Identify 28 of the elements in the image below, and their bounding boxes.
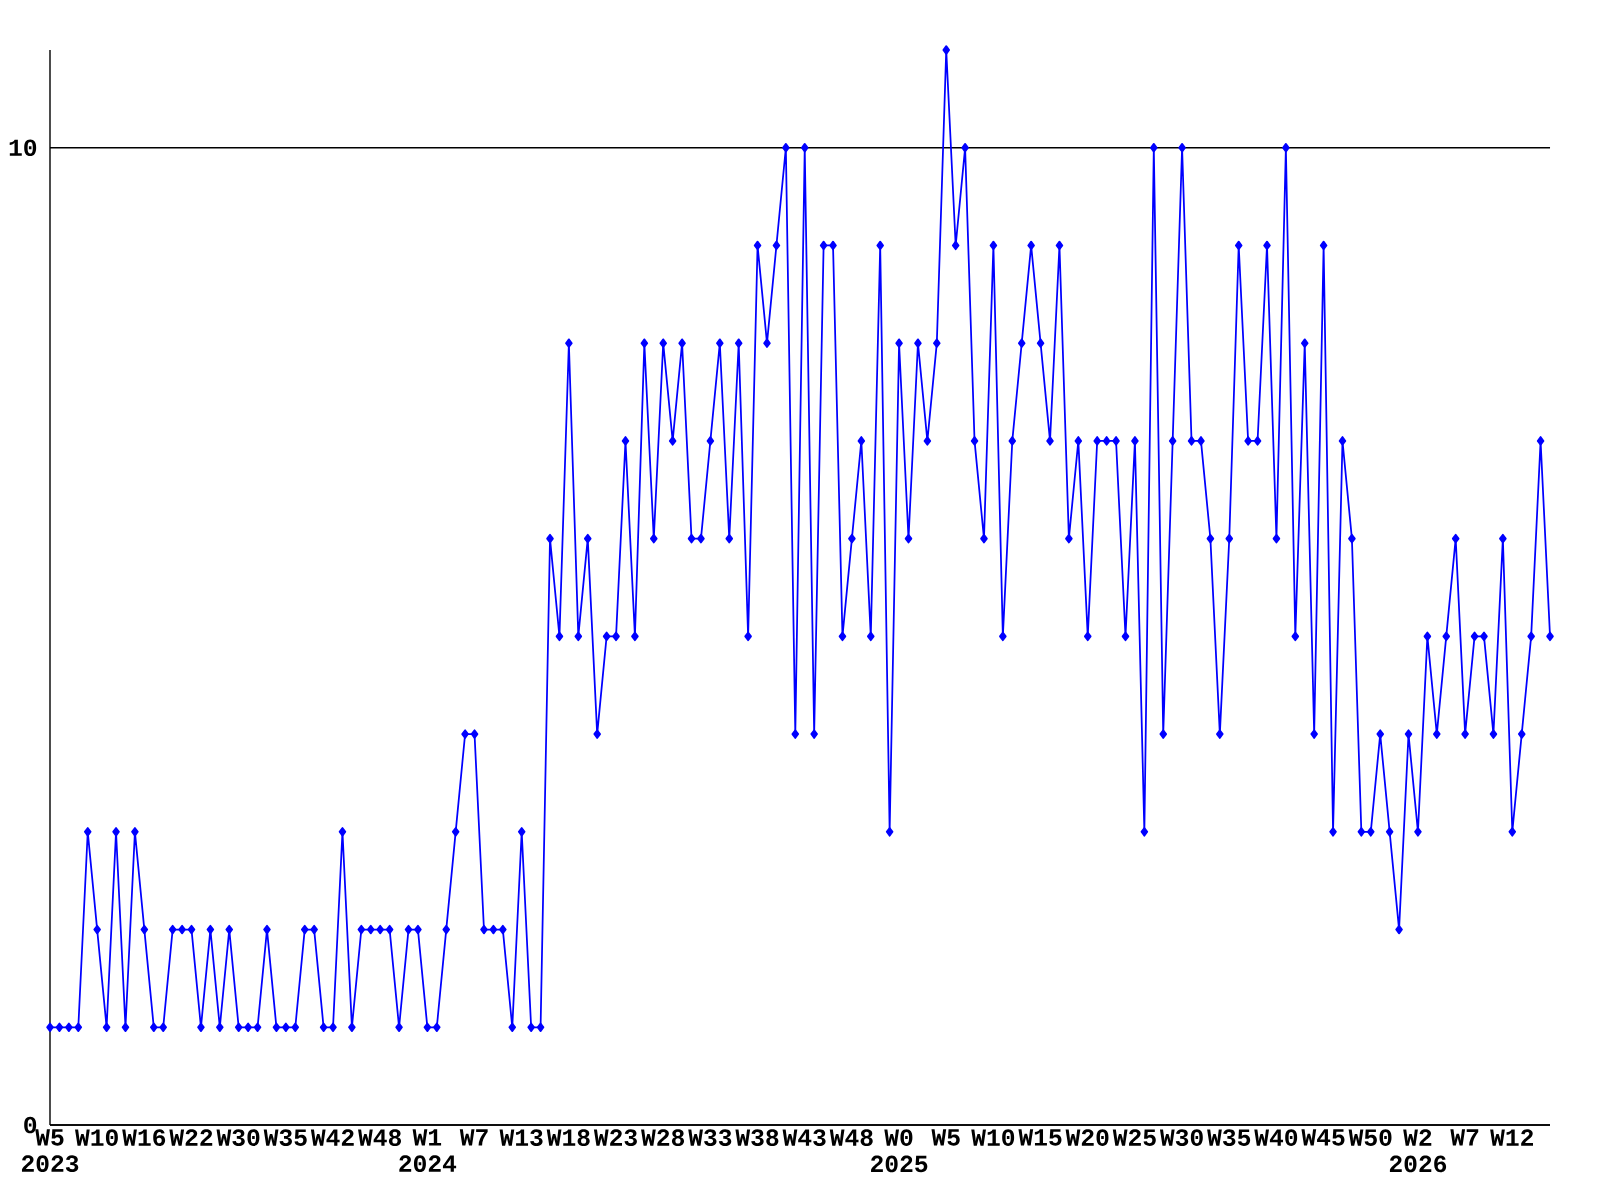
y-tick-label: 0 [24, 1116, 37, 1134]
x-tick-label: W28 [641, 1129, 685, 1146]
x-tick-label: W33 [688, 1129, 732, 1146]
x-tick-label: W5 [931, 1129, 960, 1146]
x-tick-label: W43 [782, 1129, 826, 1146]
x-tick-label: W12 [1490, 1129, 1534, 1146]
x-tick-label: W20 [1065, 1129, 1109, 1146]
x-tick-label: W38 [735, 1129, 779, 1146]
x-tick-label: W48 [358, 1129, 402, 1146]
y-tick-label: 10 [9, 139, 37, 157]
x-tick-label: W15 [1018, 1129, 1062, 1146]
x-tick-label: W16 [122, 1129, 166, 1146]
x-tick-label: W25 [1112, 1129, 1156, 1146]
x-tick-label: W35 [1207, 1129, 1251, 1146]
x-tick-label: W40 [1254, 1129, 1298, 1146]
x-tick-label: W22 [169, 1129, 213, 1146]
x-tick-label: W18 [546, 1129, 590, 1146]
x-tick-label: W30 [1159, 1129, 1203, 1146]
x-tick-label: W23 [593, 1129, 637, 1146]
x-tick-label: W10 [971, 1129, 1015, 1146]
x-tick-label: W7 [459, 1129, 488, 1146]
x-tick-label: W30 [216, 1129, 260, 1146]
x-tick-label: W48 [829, 1129, 873, 1146]
x-tick-label: W35 [263, 1129, 307, 1146]
x-tick-label: W45 [1301, 1129, 1345, 1146]
x-tick-label: W13 [499, 1129, 543, 1146]
x-tick-label: W42 [310, 1129, 354, 1146]
x-tick-label: W7 [1450, 1129, 1479, 1146]
